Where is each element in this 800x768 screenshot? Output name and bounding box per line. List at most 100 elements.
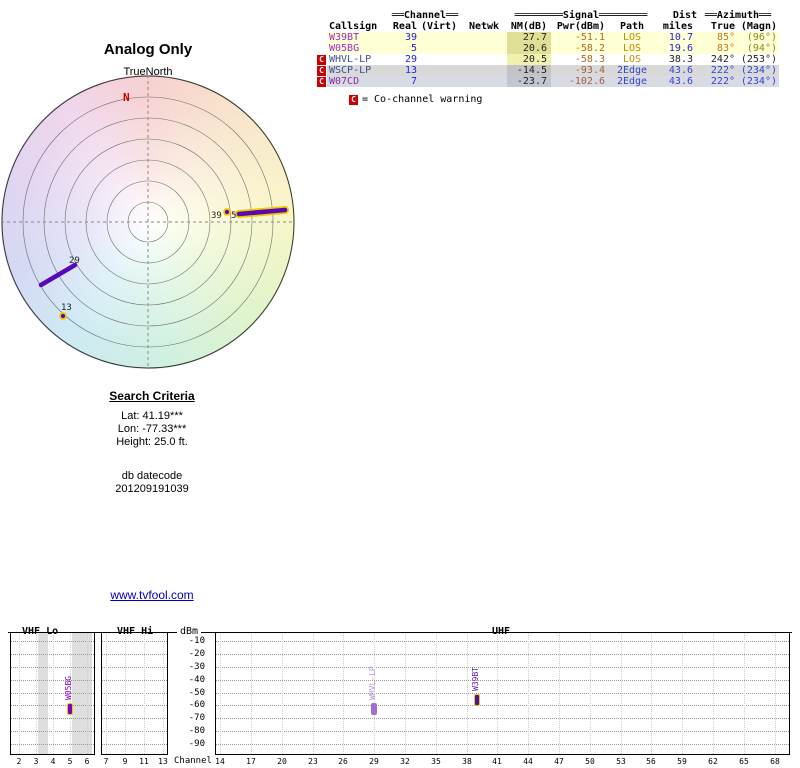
grid-line-horizontal — [102, 654, 167, 655]
grid-line-horizontal — [216, 680, 789, 681]
dbm-tick-label: -60 — [188, 700, 205, 710]
table-body: W39BT 39 27.7 -51.1 LOS 10.7 85° (96°) W05BG 5 20.… — [317, 32, 779, 87]
cell-netwk — [461, 65, 507, 76]
station-row-w07cd: C W07CD 7 -23.7 -102.6 2Edge 43.6 222° (234°) — [317, 76, 779, 87]
cell-virt — [417, 65, 461, 76]
cell-true: 242° — [697, 54, 735, 65]
station-dot-5 — [223, 208, 231, 216]
cell-virt — [417, 76, 461, 87]
tvfool-link[interactable]: www.tvfool.com — [110, 588, 194, 602]
col-header-real: Real — [392, 21, 417, 32]
cell-nm: 27.7 — [507, 32, 551, 43]
grid-line-vertical — [436, 633, 437, 754]
grid-line-vertical — [497, 633, 498, 754]
cell-miles: 10.7 — [655, 32, 697, 43]
channel-tick-label: 4 — [50, 757, 56, 766]
station-row-wscp-lp: C WSCP-LP 13 -14.5 -93.4 2Edge 43.6 222° (234°) — [317, 65, 779, 76]
cell-pwr: -58.3 — [551, 54, 609, 65]
grid-line-vertical — [282, 633, 283, 754]
channel-tick-label: 44 — [523, 757, 533, 766]
grid-line-horizontal — [11, 667, 94, 668]
col-header-pwr: Pwr(dBm) — [556, 21, 605, 32]
longitude-value: Lon: -77.33*** — [117, 423, 187, 435]
grid-line-horizontal — [216, 718, 789, 719]
channel-tick-label: 56 — [646, 757, 656, 766]
channel-tick-label: 17 — [246, 757, 256, 766]
station-bar-39 — [236, 207, 288, 217]
plot-title: Analog Only — [103, 41, 193, 58]
station-label-13: 13 — [61, 303, 72, 313]
grid-line-horizontal — [11, 718, 94, 719]
dbm-tick-label: -20 — [188, 649, 205, 659]
search-criteria: Search Criteria Lat: 41.19*** Lon: -77.3… — [0, 389, 304, 496]
channel-group-header: ══Channel══ — [391, 10, 459, 21]
signal-group-header: ════════Signal════════ — [514, 10, 648, 21]
grid-line-horizontal — [11, 641, 94, 642]
cell-pwr: -58.2 — [551, 43, 609, 54]
cell-pwr: -102.6 — [551, 76, 609, 87]
grid-line-vertical — [590, 633, 591, 754]
cell-nm: 20.5 — [507, 54, 551, 65]
grid-line-vertical — [621, 633, 622, 754]
dbm-tick-label: -90 — [188, 739, 205, 749]
cell-nm: -23.7 — [507, 76, 551, 87]
col-header-nm: NM(dB) — [510, 21, 547, 32]
co-channel-legend: C = Co-channel warning — [349, 94, 779, 105]
channel-tick-label: 62 — [708, 757, 718, 766]
grid-line-vertical — [251, 633, 252, 754]
grid-line-vertical — [528, 633, 529, 754]
cell-true: 222° — [697, 65, 735, 76]
cell-callsign: WSCP-LP — [327, 65, 389, 76]
station-label-39: 39 — [211, 211, 222, 221]
cell-magn: (96°) — [735, 32, 779, 43]
co-channel-flag-cell: C — [317, 65, 327, 76]
grid-line-horizontal — [216, 744, 789, 745]
channel-tick-label: 6 — [84, 757, 90, 766]
cell-callsign: W39BT — [327, 32, 389, 43]
cell-magn: (94°) — [735, 43, 779, 54]
channel-tick-label: 11 — [139, 757, 149, 766]
grid-line-vertical — [467, 633, 468, 754]
north-label: N — [123, 91, 130, 104]
cell-nm: 20.6 — [507, 43, 551, 54]
cell-miles: 43.6 — [655, 76, 697, 87]
grid-line-horizontal — [11, 680, 94, 681]
cell-callsign: WHVL-LP — [327, 54, 389, 65]
grid-line-horizontal — [11, 654, 94, 655]
channel-tick-label: 26 — [338, 757, 348, 766]
co-channel-flag-icon: C — [349, 94, 358, 105]
cell-netwk — [461, 43, 507, 54]
cell-netwk — [461, 54, 507, 65]
channel-tick-label: 14 — [215, 757, 225, 766]
grid-line-vertical — [144, 633, 145, 754]
spectrum-marker-w39bt — [474, 694, 480, 706]
grid-line-vertical — [374, 633, 375, 754]
channel-tick-label: 20 — [277, 757, 287, 766]
channel-tick-label: 5 — [67, 757, 73, 766]
channel-tick-label: 23 — [308, 757, 318, 766]
dbm-tick-label: -40 — [188, 675, 205, 685]
grid-line-vertical — [70, 633, 71, 754]
spectrum-callsign-w39bt: W39BT — [471, 666, 480, 691]
cell-true: 222° — [697, 76, 735, 87]
grid-line-horizontal — [216, 705, 789, 706]
channel-tick-label: 41 — [492, 757, 502, 766]
station-row-w05bg: W05BG 5 20.6 -58.2 LOS 19.6 83° (94°) — [317, 43, 779, 54]
cell-path: LOS — [609, 32, 655, 43]
cell-netwk — [461, 76, 507, 87]
channel-tick-label: 47 — [554, 757, 564, 766]
channel-tick-label: 35 — [431, 757, 441, 766]
grid-line-horizontal — [216, 641, 789, 642]
cell-magn: (234°) — [735, 65, 779, 76]
chart-panel-vhf_hi — [101, 632, 168, 755]
station-label-29: 29 — [69, 256, 80, 266]
cell-real: 5 — [389, 43, 417, 54]
site-link-wrap: www.tvfool.com — [0, 588, 304, 602]
height-value: Height: 25.0 ft. — [116, 436, 188, 448]
col-header-callsign: Callsign — [329, 21, 378, 32]
cell-netwk — [461, 32, 507, 43]
channel-tick-label: 65 — [739, 757, 749, 766]
spectrum-marker-w05bg — [67, 703, 73, 715]
band-label-uhf: UHF — [489, 626, 514, 637]
